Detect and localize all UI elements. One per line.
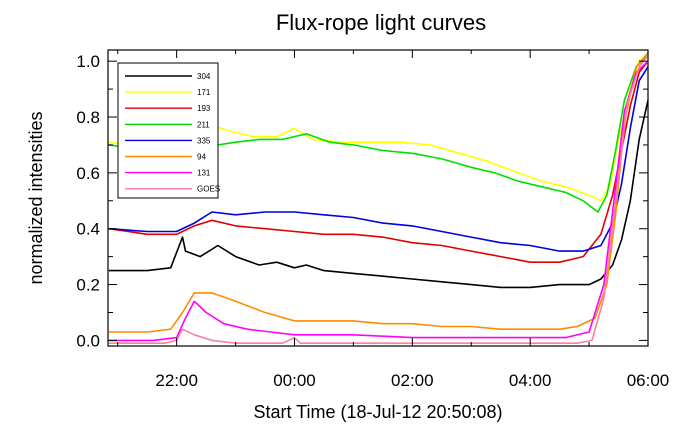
y-tick-label: 0.2 xyxy=(76,276,100,295)
legend-box xyxy=(117,62,219,199)
legend-label-goes: GOES xyxy=(197,185,220,194)
y-tick-label: 0.8 xyxy=(76,108,100,127)
ticks-layer: 22:00 00:00 02:00 04:00 06:00 0.0 0.2 0.4 0.6 0.8… xyxy=(76,50,669,390)
legend-label-211: 211 xyxy=(197,120,210,129)
legend-label-335: 335 xyxy=(197,136,211,145)
series-line-193 xyxy=(108,60,649,263)
series-line-131 xyxy=(108,60,649,342)
x-tick-label: 02:00 xyxy=(391,371,434,390)
x-tick-label: 00:00 xyxy=(273,371,316,390)
x-tick-label: 22:00 xyxy=(155,371,198,390)
x-tick-label: 06:00 xyxy=(627,371,670,390)
legend-label-193: 193 xyxy=(197,104,211,113)
plot-frame xyxy=(107,49,649,347)
chart-title: Flux-rope light curves xyxy=(276,10,486,35)
legend-label-94: 94 xyxy=(197,153,206,162)
x-tick-label: 04:00 xyxy=(509,371,552,390)
legend-label-171: 171 xyxy=(197,88,211,97)
x-axis-label: Start Time (18-Jul-12 20:50:08) xyxy=(253,402,502,422)
y-axis-label: normalized intensities xyxy=(26,111,46,284)
legend-label-131: 131 xyxy=(197,169,211,178)
series-line-94 xyxy=(108,52,649,333)
legend-label-304: 304 xyxy=(197,72,211,81)
series-line-211 xyxy=(108,55,649,213)
legend: 304 171 193 211 335 94 131 GOES xyxy=(117,62,220,199)
y-tick-label: 0.6 xyxy=(76,164,100,183)
y-tick-label: 0.0 xyxy=(76,331,100,350)
y-tick-label: 1.0 xyxy=(76,52,100,71)
y-tick-label: 0.4 xyxy=(76,220,100,239)
